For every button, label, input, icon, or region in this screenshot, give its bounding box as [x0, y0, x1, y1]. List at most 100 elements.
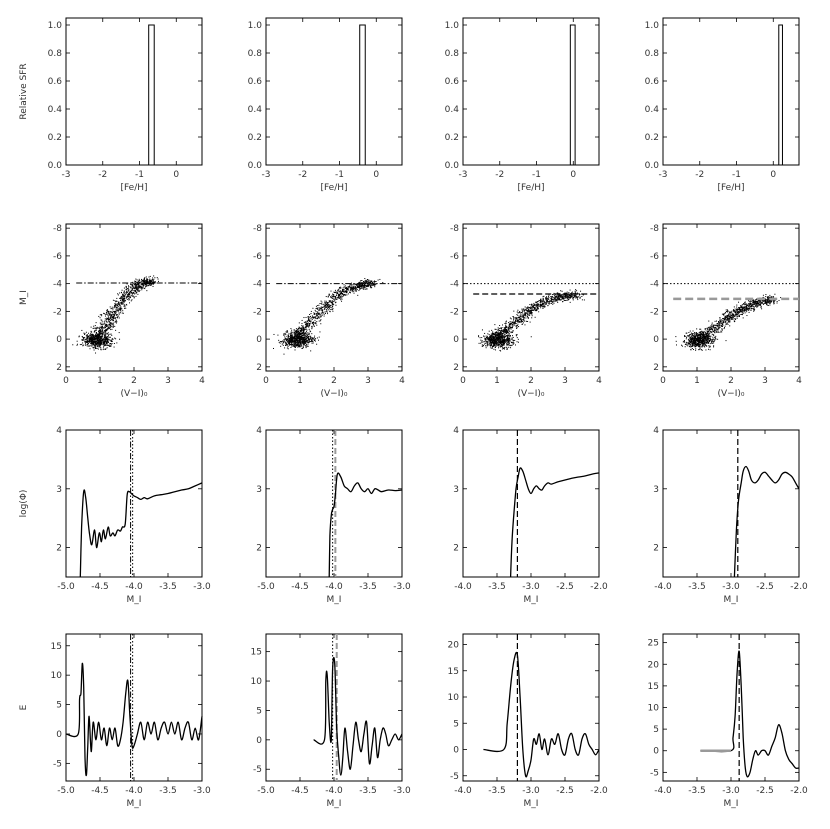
star-point	[500, 335, 502, 337]
star-point	[110, 319, 112, 321]
star-point	[689, 343, 691, 345]
star-point	[344, 291, 346, 293]
star-point	[297, 329, 299, 331]
star-point	[325, 302, 327, 304]
star-point	[300, 343, 302, 345]
star-point	[342, 289, 344, 291]
star-point	[523, 319, 525, 321]
star-point	[571, 292, 573, 294]
star-point	[537, 301, 539, 303]
star-point	[574, 290, 576, 292]
star-point	[288, 338, 290, 340]
star-point	[316, 311, 318, 313]
star-point	[145, 279, 147, 281]
star-point	[85, 331, 87, 333]
star-point	[341, 290, 343, 292]
star-point	[310, 341, 312, 343]
star-point	[490, 334, 492, 336]
star-point	[133, 284, 135, 286]
star-point	[281, 341, 283, 343]
star-point	[292, 332, 294, 334]
star-point	[504, 339, 506, 341]
star-point	[291, 339, 293, 341]
star-point	[302, 332, 304, 334]
star-point	[529, 307, 531, 309]
star-point	[302, 342, 304, 344]
star-point	[486, 345, 488, 347]
star-point	[126, 288, 128, 290]
star-point	[301, 334, 303, 336]
star-point	[141, 278, 143, 280]
star-point	[332, 302, 334, 304]
star-point	[110, 314, 112, 316]
star-point	[105, 330, 107, 332]
star-point	[111, 308, 113, 310]
star-point	[105, 348, 107, 350]
star-point	[115, 314, 117, 316]
star-point	[288, 340, 290, 342]
star-point	[491, 342, 493, 344]
star-point	[92, 342, 94, 344]
star-point	[497, 344, 499, 346]
star-point	[519, 320, 521, 322]
star-point	[509, 334, 511, 336]
star-point	[335, 301, 337, 303]
star-point	[529, 307, 531, 309]
star-point	[291, 340, 293, 342]
star-point	[287, 334, 289, 336]
star-point	[85, 339, 87, 341]
star-point	[326, 311, 328, 313]
star-point	[94, 329, 96, 331]
star-point	[124, 296, 126, 298]
star-point	[507, 329, 509, 331]
star-point	[308, 339, 310, 341]
star-point	[526, 315, 528, 317]
star-point	[337, 296, 339, 298]
star-point	[684, 335, 686, 337]
star-point	[303, 339, 305, 341]
star-point	[302, 329, 304, 331]
star-point	[298, 328, 300, 330]
star-point	[493, 338, 495, 340]
star-point	[101, 323, 103, 325]
x-tick-label: -3	[459, 170, 468, 180]
star-point	[102, 336, 104, 338]
star-point	[109, 318, 111, 320]
x-tick-label: -3	[262, 170, 271, 180]
star-point	[485, 347, 487, 349]
star-point	[304, 344, 306, 346]
star-point	[534, 304, 536, 306]
star-point	[329, 293, 331, 295]
star-point	[572, 299, 574, 301]
star-point	[152, 285, 154, 287]
star-point	[313, 317, 315, 319]
star-point	[514, 322, 516, 324]
star-point	[332, 301, 334, 303]
star-point	[106, 321, 108, 323]
star-point	[542, 296, 544, 298]
panel-cmd-2: 0 1 2 3 420-2-4-6-8(V−I)₀	[253, 223, 405, 399]
star-point	[500, 333, 502, 335]
star-point	[333, 294, 335, 296]
y-tick-label: -4	[450, 280, 459, 290]
star-point	[520, 318, 522, 320]
star-point	[113, 305, 115, 307]
star-point	[682, 341, 684, 343]
star-point	[134, 283, 136, 285]
star-point	[523, 317, 525, 319]
star-point	[691, 333, 693, 335]
star-point	[327, 307, 329, 309]
y-tick-label: 0.0	[48, 161, 63, 171]
star-point	[517, 321, 519, 323]
star-point	[297, 332, 299, 334]
star-point	[106, 332, 108, 334]
star-point	[107, 338, 109, 340]
star-point	[302, 336, 304, 338]
star-point	[531, 308, 533, 310]
star-point	[538, 300, 540, 302]
star-point	[115, 300, 117, 302]
y-tick-label: 0.0	[645, 161, 660, 171]
star-point	[151, 280, 153, 282]
star-point	[494, 336, 496, 338]
x-axis-label: (V−I)₀	[518, 389, 545, 399]
